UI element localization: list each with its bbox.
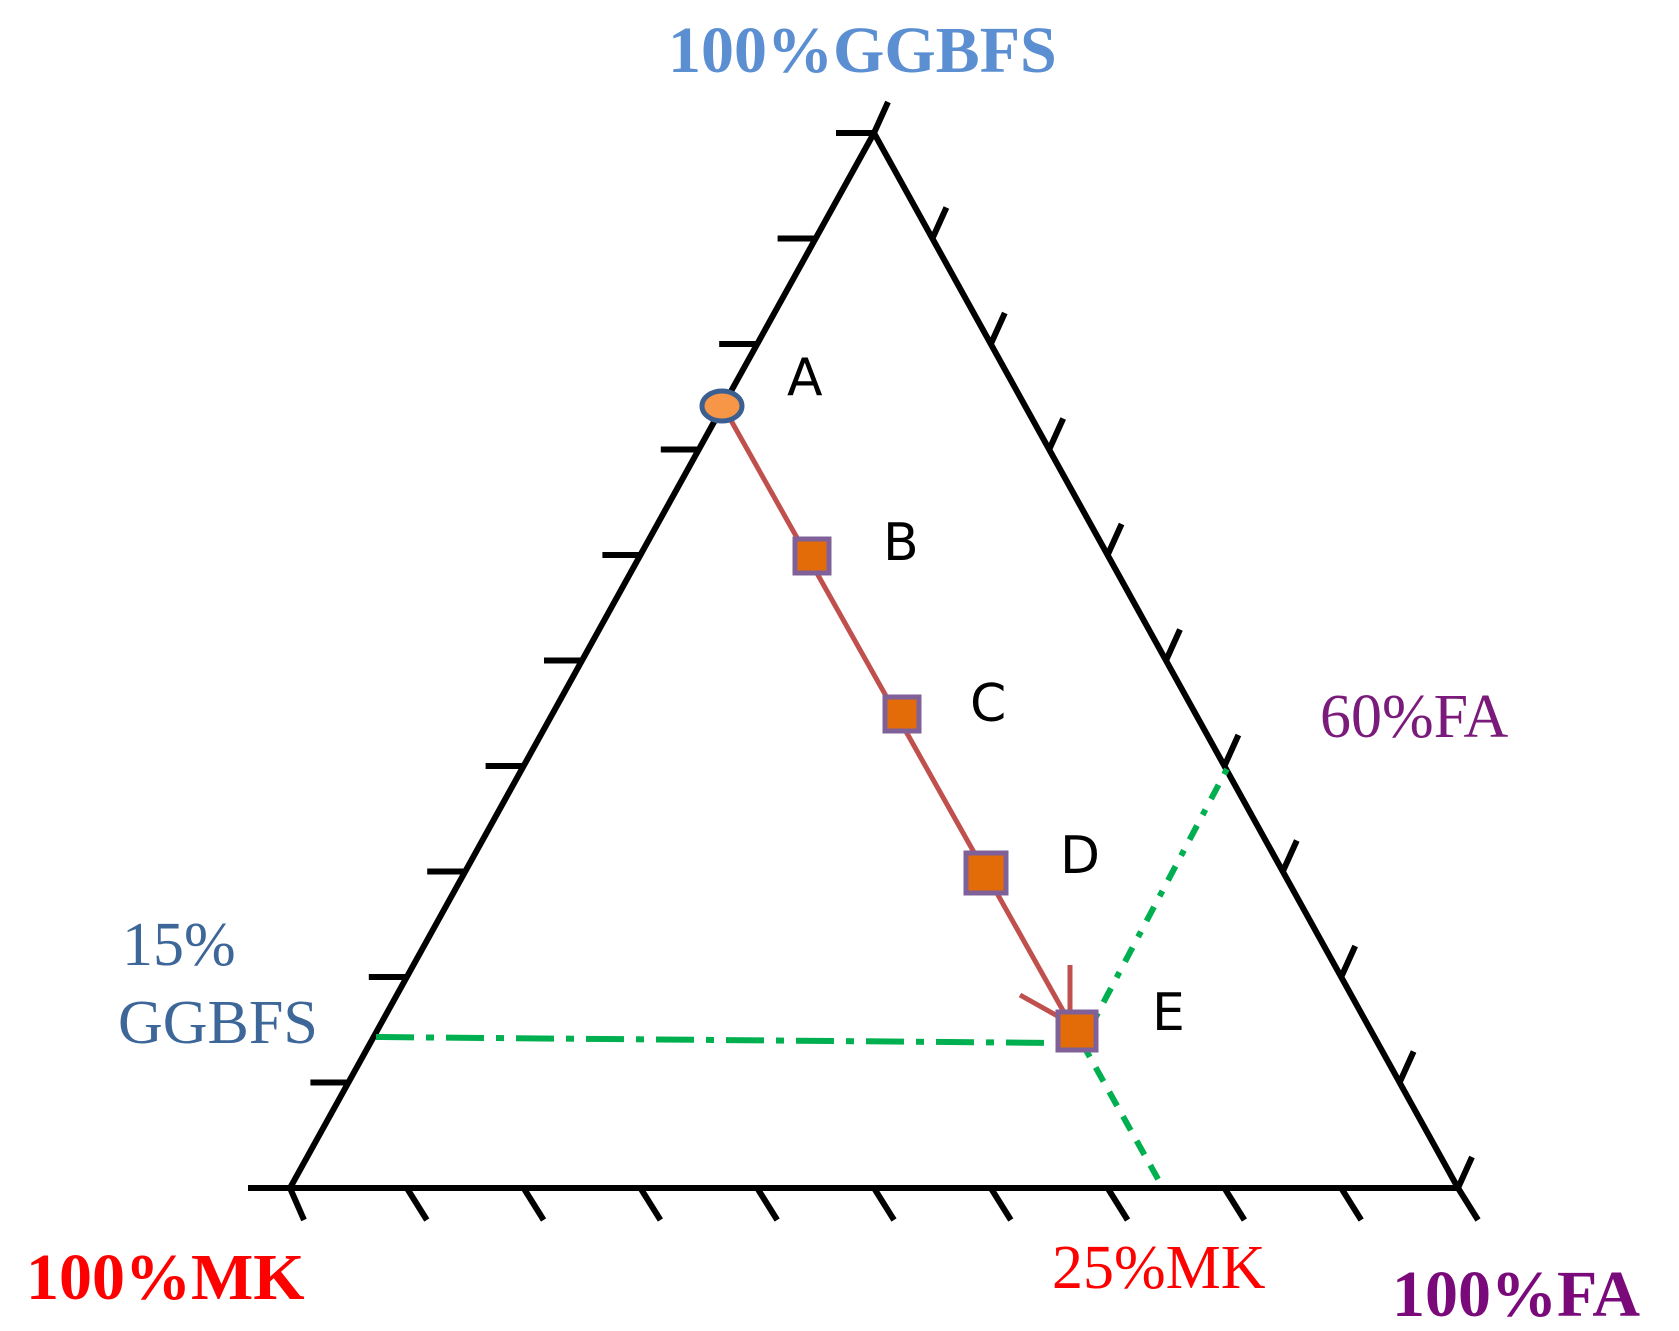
guide-line-fa	[1079, 765, 1231, 1045]
fa-60-label: 60%FA	[1320, 683, 1509, 751]
point-label-d: D	[1060, 826, 1101, 886]
point-label-e: E	[1152, 983, 1185, 1043]
point-d-marker	[963, 850, 1009, 896]
triangle-frame	[284, 126, 1464, 1191]
left-edge-ticks	[310, 235, 816, 1086]
point-e-marker	[1055, 1009, 1099, 1053]
right-edge-tick	[1396, 1050, 1417, 1084]
vertex-label-mk: 100%MK	[26, 1241, 305, 1314]
guide-line-ggbfs	[375, 1034, 1059, 1046]
bottom-edge-tick	[1338, 1186, 1364, 1222]
vertex-label-ggbfs: 100%GGBFS	[668, 14, 1057, 87]
bottom-edge-ticks	[287, 1186, 1364, 1222]
right-edge-tick	[1104, 522, 1125, 557]
point-label-c: C	[970, 674, 1007, 734]
bottom-edge-tick	[1221, 1186, 1247, 1222]
right-edge-tick	[1280, 839, 1300, 873]
right-edge-tick	[929, 206, 950, 240]
bottom-edge-tick	[988, 1186, 1014, 1222]
point-label-b: B	[883, 513, 919, 573]
ggbfs-15-percent: 15%	[122, 911, 236, 979]
bottom-edge-tick	[287, 1186, 307, 1222]
right-edge-tick	[1338, 944, 1358, 979]
right-edge-tick	[988, 311, 1008, 346]
bottom-edge-tick	[871, 1186, 897, 1222]
bottom-edge-tick	[404, 1186, 430, 1222]
bottom-edge-tick	[521, 1186, 547, 1222]
right-edge-tick	[1221, 733, 1242, 768]
bottom-edge-tick	[754, 1186, 780, 1222]
point-c-marker	[882, 694, 922, 734]
bottom-edge-tick	[1105, 1186, 1131, 1222]
guide-line-mk	[1079, 1041, 1166, 1190]
right-edge-tick	[1046, 417, 1066, 451]
corner-tick-right	[1455, 1186, 1481, 1222]
ggbfs-15-unit: GGBFS	[118, 989, 318, 1057]
point-a-marker	[699, 388, 745, 424]
corner-tick-right-2	[1455, 1155, 1475, 1190]
apex-tick-right	[871, 100, 891, 135]
right-edge-ticks	[929, 206, 1417, 1084]
point-label-a: A	[787, 348, 823, 408]
bottom-edge-tick	[637, 1186, 663, 1222]
right-edge-tick	[1163, 628, 1183, 662]
point-b-marker	[792, 536, 832, 576]
mk-25-label: 25%MK	[1052, 1234, 1266, 1302]
vertex-label-fa: 100%FA	[1392, 1258, 1641, 1331]
